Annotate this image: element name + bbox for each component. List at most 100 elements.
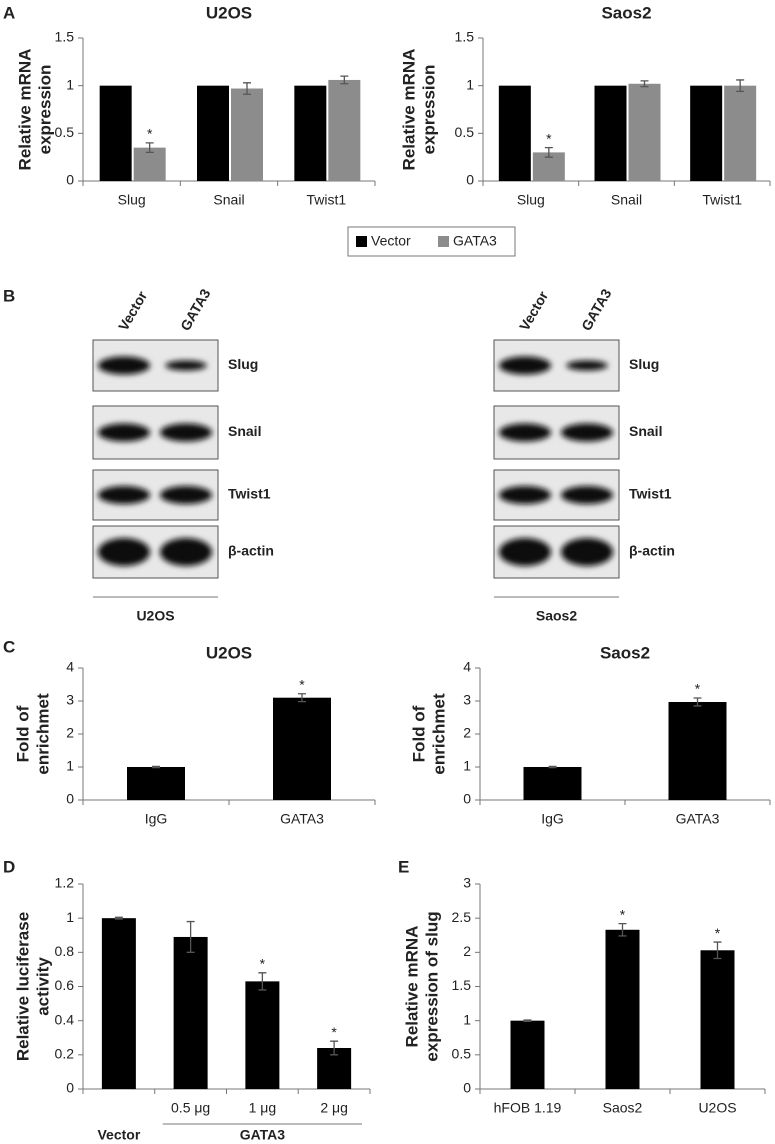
- panel-label: D: [3, 857, 15, 876]
- y-tick-label: 2: [66, 725, 74, 741]
- band-label: Snail: [228, 423, 261, 439]
- bar: [101, 918, 136, 1089]
- band-label: Slug: [629, 356, 659, 372]
- x-tick-label: GATA3: [676, 811, 720, 827]
- y-tick-label: 0.2: [55, 1046, 75, 1062]
- x-tick-label: 1 μg: [249, 1100, 277, 1116]
- panel-label: A: [3, 3, 15, 22]
- y-tick-label: 0.6: [55, 977, 75, 993]
- blot-band: [160, 538, 212, 566]
- blot-band: [98, 538, 150, 566]
- blot-band: [561, 538, 613, 566]
- significance-marker: *: [260, 956, 266, 972]
- y-axis-label: Relative mRNA: [402, 926, 421, 1048]
- y-tick-label: 0: [463, 1080, 471, 1096]
- bar: [700, 950, 735, 1089]
- bar: [498, 85, 531, 181]
- error-bar: [713, 941, 722, 960]
- error-bar: [298, 693, 306, 703]
- y-tick-label: 0: [66, 791, 74, 807]
- y-axis-label: activity: [33, 957, 52, 1016]
- x-tick-label: Slug: [517, 192, 545, 208]
- significance-marker: *: [546, 130, 552, 146]
- chart-title: U2OS: [206, 643, 252, 662]
- y-axis-label: expression of slug: [422, 911, 441, 1061]
- x-tick-label: Snail: [611, 192, 642, 208]
- y-tick-label: 4: [66, 659, 74, 675]
- significance-marker: *: [147, 126, 153, 142]
- chart-title: U2OS: [206, 3, 252, 22]
- y-tick-label: 1: [66, 76, 74, 92]
- x-tick-label: GATA3: [280, 811, 324, 827]
- lane-label: GATA3: [578, 286, 615, 333]
- group-label: GATA3: [240, 1127, 286, 1143]
- lane-label: Vector: [115, 288, 151, 334]
- y-axis-label: Fold of: [13, 705, 32, 762]
- y-tick-label: 0.8: [55, 943, 75, 959]
- blot-band: [499, 423, 551, 442]
- blot-band: [499, 486, 551, 504]
- bar: [523, 767, 582, 800]
- bar: [245, 981, 280, 1089]
- error-bar: [145, 142, 154, 154]
- cell-line-label: Saos2: [536, 608, 577, 624]
- band-label: Slug: [228, 356, 258, 372]
- legend-label: Vector: [371, 233, 411, 249]
- error-bar: [340, 75, 349, 85]
- bar: [273, 697, 331, 800]
- legend-swatch: [356, 236, 367, 247]
- y-axis-label: expression: [35, 65, 54, 155]
- error-bar: [618, 922, 627, 937]
- y-tick-label: 1.5: [455, 29, 475, 45]
- error-bar: [640, 80, 649, 88]
- y-axis-label: Relative mRNA: [399, 49, 418, 171]
- bar: [724, 85, 757, 181]
- y-tick-label: 3: [463, 692, 471, 708]
- error-bar: [152, 765, 160, 769]
- y-tick-label: 0.5: [455, 124, 475, 140]
- significance-marker: *: [695, 681, 701, 697]
- bar: [173, 936, 208, 1089]
- error-bar: [243, 82, 251, 95]
- y-tick-label: 3: [463, 875, 471, 891]
- x-tick-label: hFOB 1.19: [494, 1100, 562, 1116]
- y-axis-label: Fold of: [409, 705, 428, 762]
- bar: [99, 85, 132, 181]
- error-bar: [736, 79, 745, 93]
- y-axis-label: enrichmet: [429, 693, 448, 775]
- significance-marker: *: [715, 925, 721, 941]
- x-tick-label: Twist1: [702, 192, 742, 208]
- y-axis-label: enrichmet: [33, 693, 52, 775]
- y-tick-label: 1: [463, 1011, 471, 1027]
- blot-band: [561, 486, 613, 504]
- blot-band: [165, 360, 207, 371]
- blot-band: [566, 360, 608, 371]
- error-bar: [114, 916, 123, 920]
- lane-label: Vector: [516, 288, 552, 334]
- y-tick-label: 0: [466, 172, 474, 188]
- bar: [628, 83, 661, 181]
- x-tick-label: 2 μg: [320, 1100, 348, 1116]
- error-bar: [693, 697, 702, 707]
- band-label: β-actin: [629, 543, 675, 559]
- lane-label: GATA3: [177, 286, 214, 333]
- chart-title: Saos2: [600, 643, 650, 662]
- x-tick-label: IgG: [145, 811, 168, 827]
- y-tick-label: 0: [66, 172, 74, 188]
- x-tick-label: 0.5 μg: [171, 1100, 210, 1116]
- bar: [668, 701, 727, 800]
- panel-label: E: [398, 857, 409, 876]
- panel-label: B: [3, 286, 15, 305]
- legend-swatch: [438, 236, 449, 247]
- blot-band: [160, 486, 212, 504]
- bar: [594, 85, 627, 181]
- y-tick-label: 2: [463, 725, 471, 741]
- error-bar: [258, 972, 267, 991]
- error-bar: [330, 1040, 339, 1056]
- y-tick-label: 1.5: [452, 977, 472, 993]
- y-tick-label: 1.5: [55, 29, 75, 45]
- y-tick-label: 1: [466, 76, 474, 92]
- blot-band: [499, 356, 551, 375]
- significance-marker: *: [299, 676, 305, 692]
